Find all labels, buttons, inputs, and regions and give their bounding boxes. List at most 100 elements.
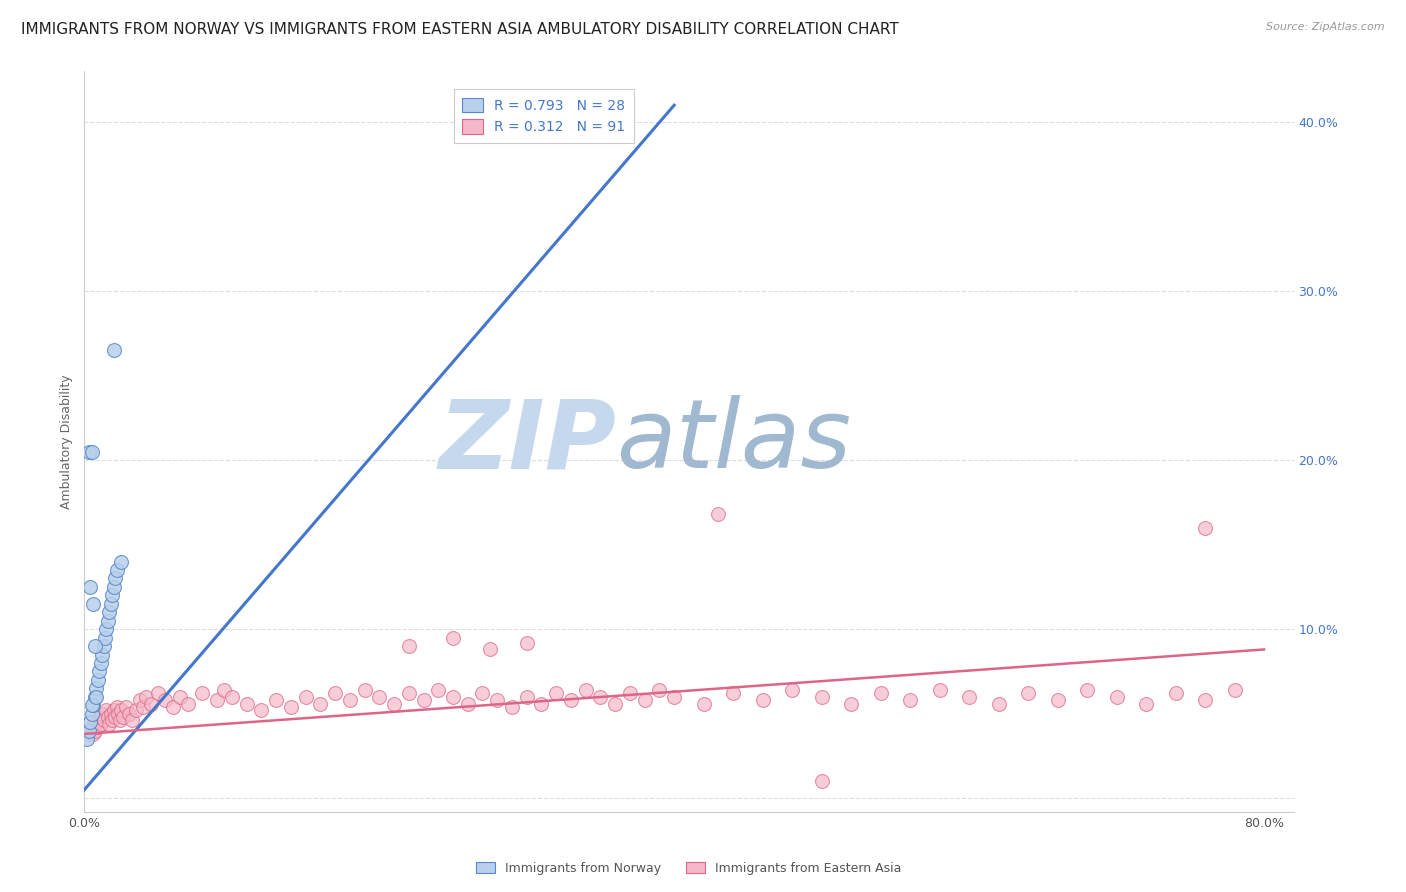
Point xyxy=(100,706,122,721)
Point xyxy=(721,686,744,700)
Point xyxy=(546,686,568,700)
Point xyxy=(90,656,112,670)
Point xyxy=(93,639,115,653)
Point xyxy=(84,715,107,730)
Point xyxy=(751,693,773,707)
Point xyxy=(101,588,124,602)
Point xyxy=(94,631,117,645)
Point xyxy=(575,683,598,698)
Point xyxy=(1164,686,1187,700)
Point xyxy=(121,714,143,728)
Point xyxy=(486,693,509,707)
Point xyxy=(82,597,104,611)
Point xyxy=(101,714,124,728)
Point xyxy=(77,723,100,738)
Point xyxy=(1105,690,1128,704)
Point xyxy=(839,697,862,711)
Point xyxy=(86,673,108,687)
Point xyxy=(87,710,110,724)
Point xyxy=(103,343,125,358)
Point xyxy=(77,444,100,458)
Point xyxy=(96,703,118,717)
Point xyxy=(810,774,832,789)
Point xyxy=(382,697,405,711)
Point xyxy=(110,555,132,569)
Point xyxy=(110,703,132,717)
Point xyxy=(80,720,103,734)
Point xyxy=(176,697,198,711)
Point xyxy=(76,732,98,747)
Point xyxy=(104,571,127,585)
Point xyxy=(205,693,228,707)
Point xyxy=(664,690,686,704)
Point xyxy=(398,639,420,653)
Point xyxy=(83,723,105,738)
Point xyxy=(103,580,125,594)
Point xyxy=(84,690,107,704)
Point xyxy=(96,622,118,636)
Point xyxy=(1046,693,1069,707)
Point xyxy=(478,642,501,657)
Point xyxy=(1223,683,1246,698)
Point xyxy=(1135,697,1157,711)
Point xyxy=(98,716,121,731)
Point xyxy=(146,686,169,700)
Point xyxy=(117,706,139,721)
Point xyxy=(132,700,155,714)
Point xyxy=(619,686,641,700)
Point xyxy=(83,639,105,653)
Point xyxy=(214,683,236,698)
Point xyxy=(250,703,273,717)
Point xyxy=(471,686,494,700)
Point xyxy=(427,683,450,698)
Point xyxy=(516,636,538,650)
Point xyxy=(129,693,152,707)
Point xyxy=(82,727,104,741)
Point xyxy=(90,716,112,731)
Point xyxy=(108,714,131,728)
Point xyxy=(368,690,391,704)
Point xyxy=(235,697,257,711)
Point xyxy=(103,703,125,717)
Point xyxy=(79,580,101,594)
Point xyxy=(353,683,375,698)
Point xyxy=(97,710,120,724)
Point xyxy=(169,690,191,704)
Point xyxy=(91,648,114,662)
Point xyxy=(79,715,101,730)
Point xyxy=(589,690,612,704)
Point xyxy=(98,605,121,619)
Point xyxy=(957,690,980,704)
Point xyxy=(634,693,657,707)
Text: IMMIGRANTS FROM NORWAY VS IMMIGRANTS FROM EASTERN ASIA AMBULATORY DISABILITY COR: IMMIGRANTS FROM NORWAY VS IMMIGRANTS FRO… xyxy=(21,22,898,37)
Point xyxy=(707,507,730,521)
Point xyxy=(987,697,1010,711)
Point xyxy=(107,706,129,721)
Point xyxy=(1017,686,1039,700)
Point xyxy=(155,693,177,707)
Text: atlas: atlas xyxy=(616,395,852,488)
Point xyxy=(80,706,103,721)
Point xyxy=(294,690,316,704)
Point xyxy=(80,698,103,713)
Point xyxy=(191,686,214,700)
Point xyxy=(139,697,162,711)
Point xyxy=(339,693,361,707)
Point xyxy=(516,690,538,704)
Point xyxy=(114,700,136,714)
Point xyxy=(501,700,523,714)
Point xyxy=(323,686,346,700)
Point xyxy=(1076,683,1098,698)
Point xyxy=(1194,521,1216,535)
Point xyxy=(77,727,100,741)
Point xyxy=(412,693,434,707)
Point xyxy=(80,444,103,458)
Y-axis label: Ambulatory Disability: Ambulatory Disability xyxy=(60,375,73,508)
Point xyxy=(810,690,832,704)
Point xyxy=(441,690,464,704)
Point xyxy=(93,714,115,728)
Point xyxy=(560,693,582,707)
Point xyxy=(441,631,464,645)
Point xyxy=(135,690,157,704)
Point xyxy=(86,720,108,734)
